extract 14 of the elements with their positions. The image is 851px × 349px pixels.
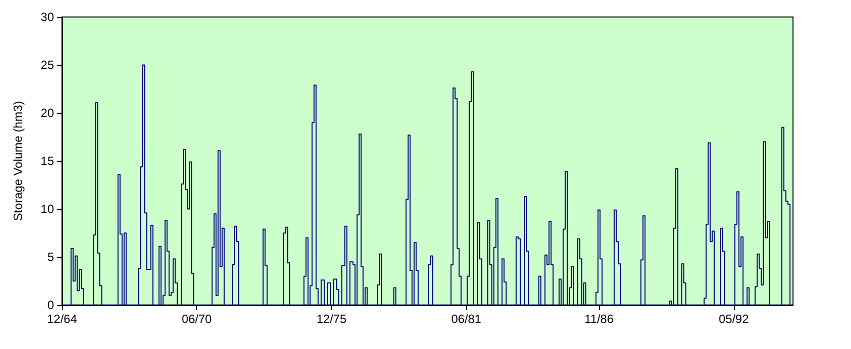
- x-tick-label: 05/92: [718, 312, 750, 326]
- y-tick-label: 25: [40, 58, 54, 72]
- x-tick-label: 12/75: [316, 312, 347, 326]
- y-axis-title: Storage Volume (hm3): [11, 100, 25, 222]
- x-tick-label: 06/70: [182, 312, 212, 326]
- y-tick-label: 15: [40, 154, 54, 168]
- x-tick-label: 12/64: [46, 312, 78, 326]
- y-tick-label: 30: [40, 10, 54, 24]
- y-tick-label: 0: [47, 298, 54, 312]
- y-tick-label: 20: [40, 106, 54, 120]
- y-tick-label: 10: [40, 202, 54, 216]
- x-tick-label: 11/86: [584, 312, 614, 326]
- x-tick-label: 06/81: [451, 312, 482, 326]
- y-tick-label: 5: [47, 250, 54, 264]
